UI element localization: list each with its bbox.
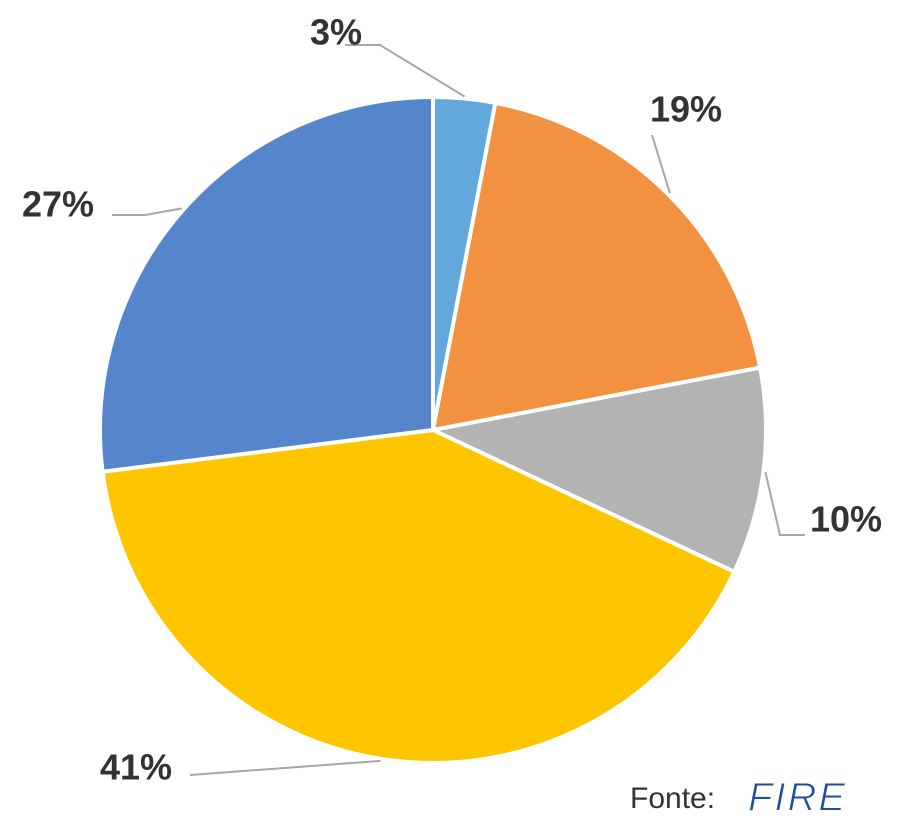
leader-line <box>345 44 466 98</box>
pie-slice <box>100 427 737 765</box>
leader-line <box>764 471 805 536</box>
data-label: 19% <box>650 89 722 130</box>
pie-slice <box>426 365 768 575</box>
leader-line <box>189 759 381 776</box>
data-label: 3% <box>310 12 362 53</box>
data-label: 41% <box>100 747 172 788</box>
logo: FIRE <box>748 776 847 820</box>
pie-slice <box>98 94 435 474</box>
pie-slice <box>430 100 763 433</box>
source-label: Fonte: <box>630 782 715 815</box>
leader-line <box>112 207 182 216</box>
data-label: 10% <box>810 499 882 540</box>
data-label: 27% <box>22 184 94 225</box>
leader-line <box>651 134 671 194</box>
